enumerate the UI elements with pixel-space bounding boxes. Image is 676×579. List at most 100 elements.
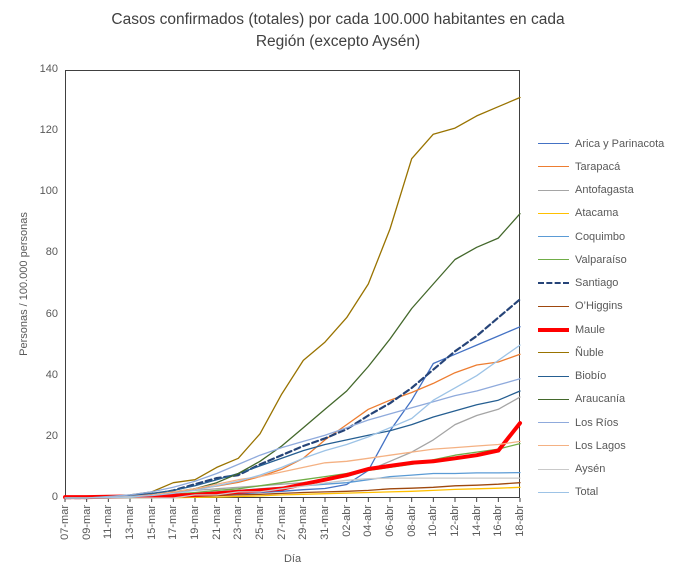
x-tick-label-box: 06-abr: [383, 505, 397, 555]
y-axis-title: Personas / 100.000 personas: [18, 212, 30, 356]
legend-label: Santiago: [575, 277, 619, 290]
x-tick-label: 10-abr: [427, 505, 440, 537]
legend-item-valparaíso: Valparaíso: [538, 248, 664, 271]
legend-line-swatch: [538, 282, 569, 285]
legend-line-swatch: [538, 468, 569, 470]
legend-label: Los Lagos: [575, 439, 626, 452]
legend-label: Araucanía: [575, 393, 626, 406]
legend-label: Atacama: [575, 207, 619, 220]
x-tick-label-box: 13-mar: [123, 505, 137, 555]
legend-label: Maule: [575, 323, 605, 336]
y-tick-label: 120: [39, 124, 58, 137]
y-tick-label: 140: [39, 63, 58, 75]
x-tick-label-box: 31-mar: [318, 505, 332, 555]
x-tick-label-box: 14-abr: [470, 505, 484, 555]
chart-title: Casos confirmados (totales) por cada 100…: [0, 9, 676, 54]
legend-item-maule: Maule: [538, 318, 664, 341]
legend-line-swatch: [538, 491, 569, 493]
legend-item-antofagasta: Antofagasta: [538, 179, 664, 202]
legend-label: Tarapacá: [575, 160, 621, 173]
legend-item-atacama: Atacama: [538, 202, 664, 225]
x-tick-label-box: 15-mar: [145, 505, 159, 555]
x-tick-label-box: 07-mar: [58, 505, 72, 555]
legend-line-swatch: [538, 352, 569, 354]
y-tick-label: 80: [45, 246, 58, 259]
series-line-santiago: [63, 298, 522, 500]
chart-legend: Arica y Parinacota Tarapacá Antofagasta Ata…: [538, 132, 664, 504]
legend-line-swatch: [538, 398, 569, 400]
legend-line-swatch: [538, 236, 569, 238]
series-line-total: [64, 344, 521, 499]
x-tick-label-box: 17-mar: [166, 505, 180, 555]
legend-label: Aysén: [575, 463, 606, 476]
legend-label: Arica y Parinacota: [575, 137, 665, 150]
legend-item-o-higgins: O’Higgins: [538, 295, 664, 318]
legend-item-aysén: Aysén: [538, 458, 664, 481]
x-tick-label-box: 08-abr: [405, 505, 419, 555]
series-line-biobío: [64, 390, 521, 499]
x-tick-label: 02-abr: [340, 505, 353, 537]
legend-item-arica-y-parinacota: Arica y Parinacota: [538, 132, 664, 155]
legend-label: Biobío: [575, 370, 607, 383]
series-line-aysén: [64, 477, 521, 499]
series-line-los-ríos: [64, 378, 521, 499]
legend-item-santiago: Santiago: [538, 272, 664, 295]
x-tick-label: 21-mar: [210, 505, 223, 540]
x-tick-label-box: 04-abr: [361, 505, 375, 555]
x-tick-label: 06-abr: [384, 505, 396, 537]
x-axis-title: Día: [283, 553, 302, 565]
legend-line-swatch: [538, 212, 569, 214]
x-tick-label: 13-mar: [124, 505, 136, 540]
x-tick-label: 08-abr: [405, 505, 418, 537]
legend-label: Antofagasta: [575, 184, 634, 197]
x-tick-label: 16-abr: [492, 505, 505, 537]
x-tick-label-box: 12-abr: [448, 505, 462, 555]
legend-item-los-lagos: Los Lagos: [538, 434, 664, 457]
plot-border: [65, 70, 520, 498]
y-tick-label: 40: [45, 368, 58, 381]
x-tick-label: 23-mar: [232, 505, 245, 540]
x-tick-label-box: 11-mar: [101, 505, 115, 555]
x-tick-label-box: 02-abr: [340, 505, 354, 555]
legend-line-swatch: [538, 445, 569, 447]
legend-line-swatch: [538, 305, 569, 307]
legend-item-coquimbo: Coquimbo: [538, 225, 664, 248]
x-tick-label: 27-mar: [275, 505, 288, 540]
x-tick-label-box: 23-mar: [231, 505, 245, 555]
y-tick-label: 100: [39, 185, 58, 198]
legend-line-swatch: [538, 143, 569, 145]
y-tick-label: 20: [45, 429, 58, 442]
legend-item-total: Total: [538, 481, 664, 504]
x-tick-label: 04-abr: [362, 505, 375, 537]
y-tick-label: 60: [45, 307, 58, 320]
legend-line-swatch: [538, 166, 569, 168]
legend-line-swatch: [538, 375, 569, 377]
x-tick-label-box: 09-mar: [80, 505, 94, 555]
legend-line-swatch: [538, 259, 569, 261]
legend-line-swatch: [538, 327, 569, 332]
x-tick-label-box: 21-mar: [210, 505, 224, 555]
chart-title-text: Casos confirmados (totales) por cada 100…: [111, 11, 565, 51]
x-tick-label-box: 18-abr: [513, 505, 527, 555]
x-tick-label: 17-mar: [167, 505, 180, 540]
x-tick-label: 29-mar: [297, 505, 310, 540]
x-tick-label: 19-mar: [189, 505, 201, 540]
x-tick-label-box: 19-mar: [188, 505, 202, 555]
legend-line-swatch: [538, 422, 569, 424]
x-tick-label-box: 16-abr: [491, 505, 505, 555]
x-tick-label-box: 29-mar: [296, 505, 310, 555]
x-tick-label: 11-mar: [102, 505, 115, 540]
x-tick-label: 07-mar: [59, 505, 71, 540]
x-tick-label-box: 10-abr: [426, 505, 440, 555]
legend-item-ñuble: Ñuble: [538, 341, 664, 364]
legend-label: Ñuble: [575, 346, 604, 359]
legend-item-los-ríos: Los Ríos: [538, 411, 664, 434]
legend-item-biobío: Biobío: [538, 365, 664, 388]
x-tick-label: 18-abr: [514, 505, 526, 537]
x-tick-label: 15-mar: [145, 505, 158, 540]
legend-label: Coquimbo: [575, 230, 626, 243]
x-tick-label: 31-mar: [319, 505, 331, 540]
x-tick-label: 14-abr: [470, 505, 483, 537]
plot-area: [63, 70, 522, 502]
